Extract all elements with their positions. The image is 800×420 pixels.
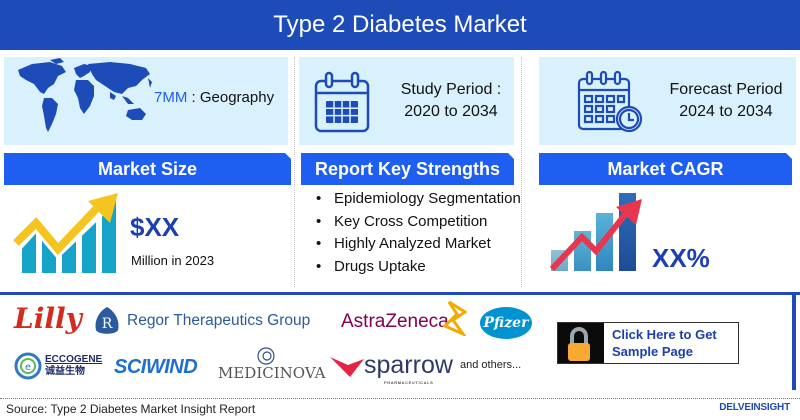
geography-highlight: 7MM xyxy=(154,89,188,106)
box-corner xyxy=(786,292,796,302)
logo-regor: Regor Therapeutics Group xyxy=(127,312,311,329)
forecast-period-label: Forecast Period xyxy=(669,81,783,98)
study-period-label: Study Period : xyxy=(400,81,502,98)
bar-chart-arrow-icon xyxy=(549,193,642,272)
source-text: Source: Type 2 Diabetes Market Insight R… xyxy=(6,402,256,416)
geography-panel: 7MM : Geography xyxy=(4,57,288,145)
market-cagr-header: Market CAGR xyxy=(539,153,792,185)
logo-sparrow: sparrow xyxy=(364,351,453,379)
market-size-header: Market Size xyxy=(4,153,291,185)
market-size-caption: Million in 2023 xyxy=(131,253,215,268)
study-period-value: 2020 to 2034 xyxy=(404,103,498,120)
forecast-period-value: 2024 to 2034 xyxy=(679,103,773,120)
growth-chart-icon xyxy=(12,193,118,273)
astrazeneca-symbol-icon xyxy=(443,300,467,336)
delveinsight-logo: DELVEINSIGHT xyxy=(719,402,790,413)
footer-divider xyxy=(0,398,800,399)
forecast-period-panel: Forecast Period 2024 to 2034 xyxy=(539,57,796,145)
box-right-border xyxy=(792,298,796,390)
calendar-icon xyxy=(314,71,370,133)
logo-eccogene: ECCOGENE 诚益生物 xyxy=(45,354,103,377)
market-size-value: $XX xyxy=(130,212,180,242)
study-period-panel: Study Period : 2020 to 2034 xyxy=(299,57,514,145)
logo-medicinova: MEDICINOVA xyxy=(218,364,326,382)
sample-page-button[interactable]: Click Here to Get Sample Page xyxy=(557,322,739,364)
column-divider xyxy=(521,57,522,287)
list-item: Epidemiology Segmentation xyxy=(316,188,521,211)
logo-astrazeneca: AstraZeneca xyxy=(341,311,449,332)
key-strengths-list: Epidemiology Segmentation Key Cross Comp… xyxy=(316,188,521,278)
medicinova-symbol-icon xyxy=(257,347,275,365)
list-item: Key Cross Competition xyxy=(316,211,521,234)
svg-text:e: e xyxy=(25,362,31,373)
geography-label: : Geography xyxy=(187,89,275,106)
logo-sparrow-sub: PHARMACEUTICALS xyxy=(384,380,434,385)
eccogene-logo-icon: e xyxy=(14,352,42,380)
logo-pfizer-text: Pfizer xyxy=(483,315,529,331)
list-item: Drugs Uptake xyxy=(316,256,521,279)
world-map-icon xyxy=(18,58,152,132)
column-divider xyxy=(294,57,295,287)
others-text: and others... xyxy=(460,359,522,371)
companies-box xyxy=(0,292,800,394)
key-strengths-header: Report Key Strengths xyxy=(301,153,514,185)
cta-line1: Click Here to Get xyxy=(612,327,717,342)
page-title: Type 2 Diabetes Market xyxy=(0,0,800,50)
cta-line2: Sample Page xyxy=(612,344,693,359)
logo-pfizer: Pfizer xyxy=(480,307,532,339)
list-item: Highly Analyzed Market xyxy=(316,233,521,256)
logo-lilly: Lilly xyxy=(14,302,82,335)
calendar-clock-icon xyxy=(577,70,643,133)
logo-sciwind: SCIWIND xyxy=(114,356,198,378)
svg-text:R: R xyxy=(102,316,113,332)
regor-logo-icon: R xyxy=(95,307,119,334)
market-cagr-value: XX% xyxy=(652,243,710,273)
sparrow-bird-icon xyxy=(330,357,364,377)
unlock-icon xyxy=(558,323,604,363)
